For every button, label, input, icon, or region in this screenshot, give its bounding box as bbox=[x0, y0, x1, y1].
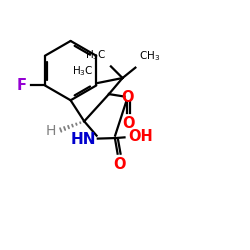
Text: H: H bbox=[46, 124, 56, 138]
Text: H$_3$C: H$_3$C bbox=[72, 64, 93, 78]
Text: O: O bbox=[113, 157, 125, 172]
Text: H$_3$C: H$_3$C bbox=[86, 48, 107, 62]
Text: O: O bbox=[122, 116, 135, 131]
Text: HN: HN bbox=[71, 132, 96, 146]
Text: CH$_3$: CH$_3$ bbox=[138, 50, 160, 63]
Text: O: O bbox=[121, 90, 134, 105]
Text: F: F bbox=[16, 78, 26, 93]
Text: OH: OH bbox=[129, 129, 154, 144]
